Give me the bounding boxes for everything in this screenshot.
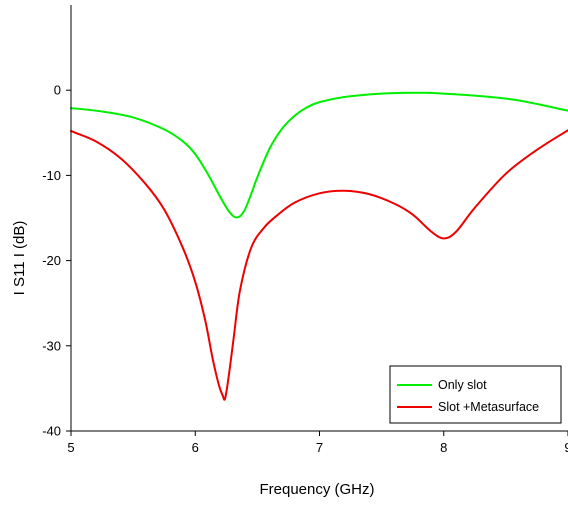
legend-label-only-slot: Only slot — [438, 378, 487, 392]
y-tick-label: -10 — [42, 168, 61, 183]
x-tick-label: 7 — [316, 440, 323, 455]
y-tick-label: -20 — [42, 253, 61, 268]
legend-box — [389, 365, 562, 424]
x-axis-title: Frequency (GHz) — [259, 481, 374, 498]
y-tick-label: 0 — [54, 83, 61, 98]
y-axis-title: I S11 I (dB) — [11, 221, 28, 296]
series-line-only-slot — [70, 91, 568, 219]
x-tick-label: 5 — [67, 440, 74, 455]
legend-label-slot-metasurface: Slot +Metasurface — [438, 400, 539, 414]
ticks: 5 6 7 8 9 -40 -30 -20 -10 0 — [42, 83, 568, 455]
y-tick-label: -30 — [42, 338, 61, 353]
series-line-slot-metasurface — [70, 129, 568, 401]
y-tick-label: -40 — [42, 424, 61, 439]
x-tick-label: 6 — [192, 440, 199, 455]
x-tick-label: 9 — [564, 440, 568, 455]
plot-lines — [70, 91, 568, 401]
legend: Only slot Slot +Metasurface — [389, 365, 562, 424]
x-tick-label: 8 — [440, 440, 447, 455]
